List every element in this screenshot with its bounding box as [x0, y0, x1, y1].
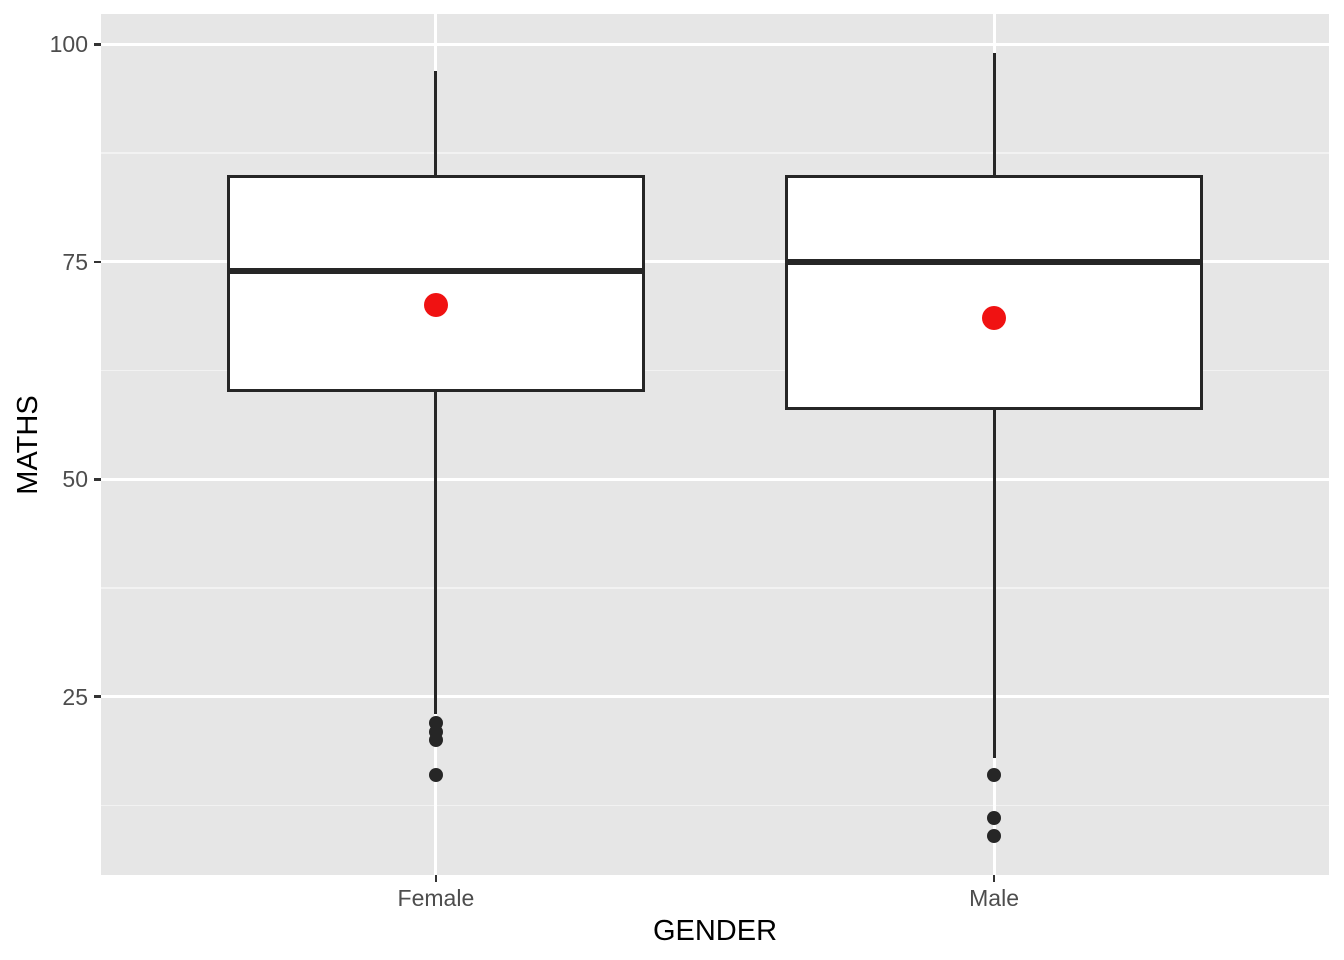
- y-axis-tick: [94, 695, 101, 698]
- female-median-line: [226, 267, 646, 274]
- gridline-major: [101, 695, 1329, 699]
- y-axis-tick-label: 25: [62, 683, 88, 710]
- gridline-minor: [101, 804, 1329, 807]
- x-axis-title: GENDER: [652, 915, 778, 947]
- x-axis-tick: [992, 875, 996, 882]
- gridline-major: [101, 260, 1329, 264]
- male-lower-whisker: [992, 409, 996, 758]
- gridline-minor: [101, 369, 1329, 372]
- plot-panel: [101, 14, 1329, 875]
- y-axis-tick: [94, 478, 101, 481]
- female-outlier-point: [428, 767, 443, 782]
- gridline-major: [101, 477, 1329, 481]
- male-outlier-point: [987, 767, 1002, 782]
- male-box: [784, 174, 1204, 410]
- female-upper-whisker: [434, 70, 438, 175]
- y-axis-title: MATHS: [12, 395, 44, 495]
- female-outlier-point: [428, 733, 443, 748]
- female-lower-whisker: [434, 392, 438, 715]
- gridline-minor: [101, 152, 1329, 154]
- x-axis-tick-label: Male: [969, 885, 1019, 911]
- y-axis-tick-label: 75: [62, 248, 88, 275]
- female-mean-point: [423, 293, 448, 318]
- x-axis-tick: [434, 875, 438, 882]
- male-mean-point: [982, 306, 1007, 331]
- y-axis-tick-label: 100: [49, 31, 88, 58]
- gridline-major: [101, 42, 1329, 46]
- gridline-minor: [101, 587, 1329, 589]
- male-upper-whisker: [992, 53, 996, 175]
- male-outlier-point: [987, 828, 1002, 843]
- female-box: [226, 174, 646, 393]
- y-axis-tick: [94, 260, 101, 264]
- x-axis-tick-label: Female: [397, 885, 475, 911]
- y-axis-tick-label: 50: [62, 466, 88, 493]
- y-axis-tick: [94, 43, 101, 46]
- male-outlier-point: [987, 811, 1002, 826]
- male-median-line: [784, 258, 1204, 265]
